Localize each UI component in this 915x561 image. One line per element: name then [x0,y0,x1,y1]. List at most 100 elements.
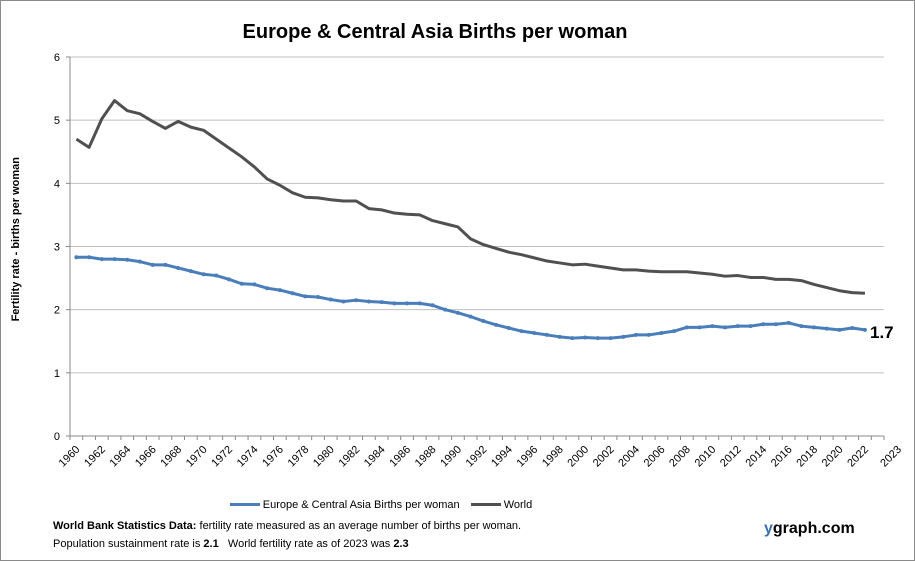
x-tick-label: 1970 [184,444,210,470]
x-tick-label: 1998 [540,444,566,470]
source-note: World Bank Statistics Data: fertility ra… [53,520,521,532]
data-point-europe [786,320,791,325]
data-point-europe [239,281,244,286]
x-tick-label: 1986 [387,444,413,470]
data-point-europe [544,332,549,337]
data-point-europe [824,326,829,331]
sustain-note: Population sustainment rate is 2.1 World… [53,538,409,550]
data-point-europe [430,303,435,308]
data-point-europe [799,324,804,329]
data-point-europe [125,257,130,262]
x-tick-label: 2004 [616,444,642,470]
data-point-europe [570,336,575,341]
data-point-europe [455,310,460,315]
source-text: fertility rate measured as an average nu… [196,520,522,532]
x-tick-label: 1966 [133,444,159,470]
data-point-europe [812,325,817,330]
data-point-europe [137,259,142,264]
source-bold: World Bank Statistics Data: [53,520,197,532]
world-value: 2.3 [393,538,409,550]
x-tick-label: 2020 [820,444,846,470]
legend-label-world: World [503,498,533,511]
data-point-europe [163,262,168,267]
data-point-europe [405,301,410,306]
data-point-europe [468,314,473,319]
x-tick-label: 2006 [642,444,668,470]
x-tick-label: 2012 [718,444,744,470]
data-point-europe [735,324,740,329]
legend-swatch-world [470,503,501,506]
legend-swatch-europe [229,503,260,506]
data-point-europe [87,255,92,260]
data-point-europe [557,334,562,339]
x-tick-label: 1984 [362,444,388,470]
data-point-europe [506,325,511,330]
x-tick-label: 2018 [794,444,820,470]
data-point-europe [176,265,181,270]
y-tick-label: 1 [54,368,60,380]
data-point-europe [773,322,778,327]
data-point-europe [748,324,753,329]
data-point-europe [583,335,588,340]
data-point-europe [646,332,651,337]
data-point-europe [608,336,613,341]
x-tick-label: 1994 [489,444,515,470]
data-point-europe [277,288,282,293]
data-point-europe [201,272,206,277]
data-point-europe [684,325,689,330]
data-point-europe [252,282,257,287]
data-point-europe [862,327,867,332]
x-tick-label: 1964 [108,444,134,470]
y-tick-label: 3 [54,242,60,254]
data-point-europe [633,332,638,337]
data-point-europe [188,269,193,274]
data-point-europe [150,262,155,267]
series-line-europe [76,255,866,340]
x-tick-label: 1972 [209,444,235,470]
data-point-europe [379,300,384,305]
data-point-europe [303,294,308,299]
x-tick-label: 1988 [413,444,439,470]
data-point-europe [837,327,842,332]
y-tick-label: 0 [54,431,60,443]
data-point-europe [672,329,677,334]
data-point-europe [366,299,371,304]
data-point-europe [290,291,295,296]
x-tick-label: 1982 [336,444,362,470]
series-line-world [75,99,865,295]
data-point-europe [532,331,537,336]
data-point-europe [392,301,397,306]
legend-label-europe: Europe & Central Asia Births per woman [262,498,460,511]
y-tick-label: 2 [54,305,60,317]
data-point-europe [850,325,855,330]
x-tick-label: 2000 [565,444,591,470]
brand-logo[interactable]: ygraph.com [764,520,855,537]
x-tick-label: 2022 [845,444,871,470]
x-tick-label: 2016 [769,444,795,470]
x-tick-label: 1980 [311,444,337,470]
y-tick-label: 5 [54,115,60,127]
x-tick-label: 2008 [667,444,693,470]
x-tick-label: 1990 [438,444,464,470]
x-tick-label: 1976 [260,444,286,470]
legend-item-world: World [470,498,533,511]
data-point-europe [723,325,728,330]
data-point-europe [328,297,333,302]
data-point-europe [621,334,626,339]
data-point-europe [354,298,359,303]
x-tick-label: 1968 [158,444,184,470]
data-point-europe [761,322,766,327]
data-point-europe [710,324,715,329]
x-tick-label: 1992 [464,444,490,470]
data-point-europe [494,322,499,327]
data-point-europe [226,277,231,282]
x-tick-label: 2002 [591,444,617,470]
data-point-europe [659,331,664,336]
x-tick-label: 1996 [515,444,541,470]
sustain-text: Population sustainment rate is [53,538,204,550]
data-point-europe [99,257,104,262]
x-tick-label: 1960 [57,444,83,470]
chart-title: Europe & Central Asia Births per woman [242,21,628,43]
